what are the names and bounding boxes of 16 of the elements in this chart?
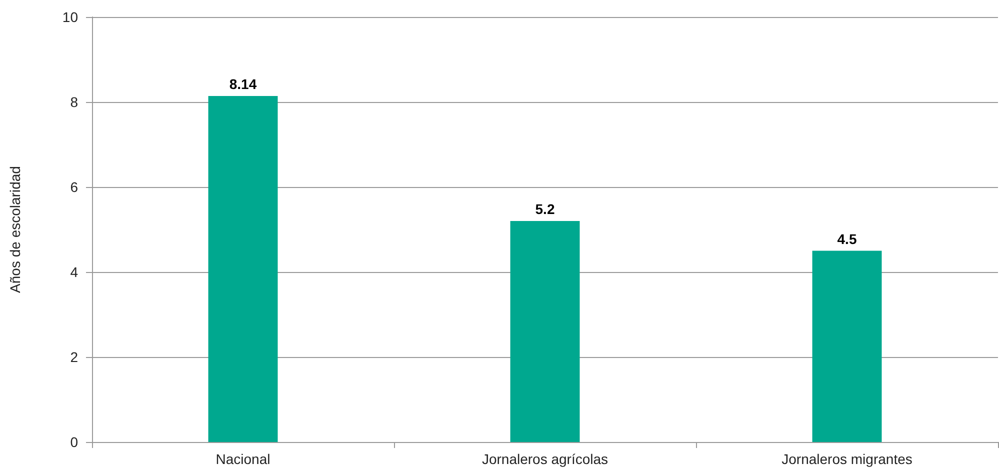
bar — [510, 221, 580, 442]
x-tick-label: Nacional — [216, 451, 270, 467]
bar — [812, 250, 882, 442]
x-tick-label: Jornaleros migrantes — [782, 451, 912, 467]
y-tick-label: 0 — [70, 434, 78, 450]
data-label: 4.5 — [837, 230, 857, 247]
y-tick-label: 6 — [70, 179, 78, 195]
y-tick-label: 10 — [62, 9, 78, 25]
data-label: 8.14 — [229, 76, 257, 92]
bar — [208, 96, 278, 442]
y-tick-label: 8 — [70, 94, 78, 110]
data-label: 5.2 — [535, 201, 555, 217]
y-tick-label: 2 — [70, 349, 78, 365]
y-axis-title: Años de escolaridad — [7, 166, 23, 293]
y-tick-label: 4 — [70, 264, 78, 280]
x-tick-label: Jornaleros agrícolas — [482, 451, 608, 467]
